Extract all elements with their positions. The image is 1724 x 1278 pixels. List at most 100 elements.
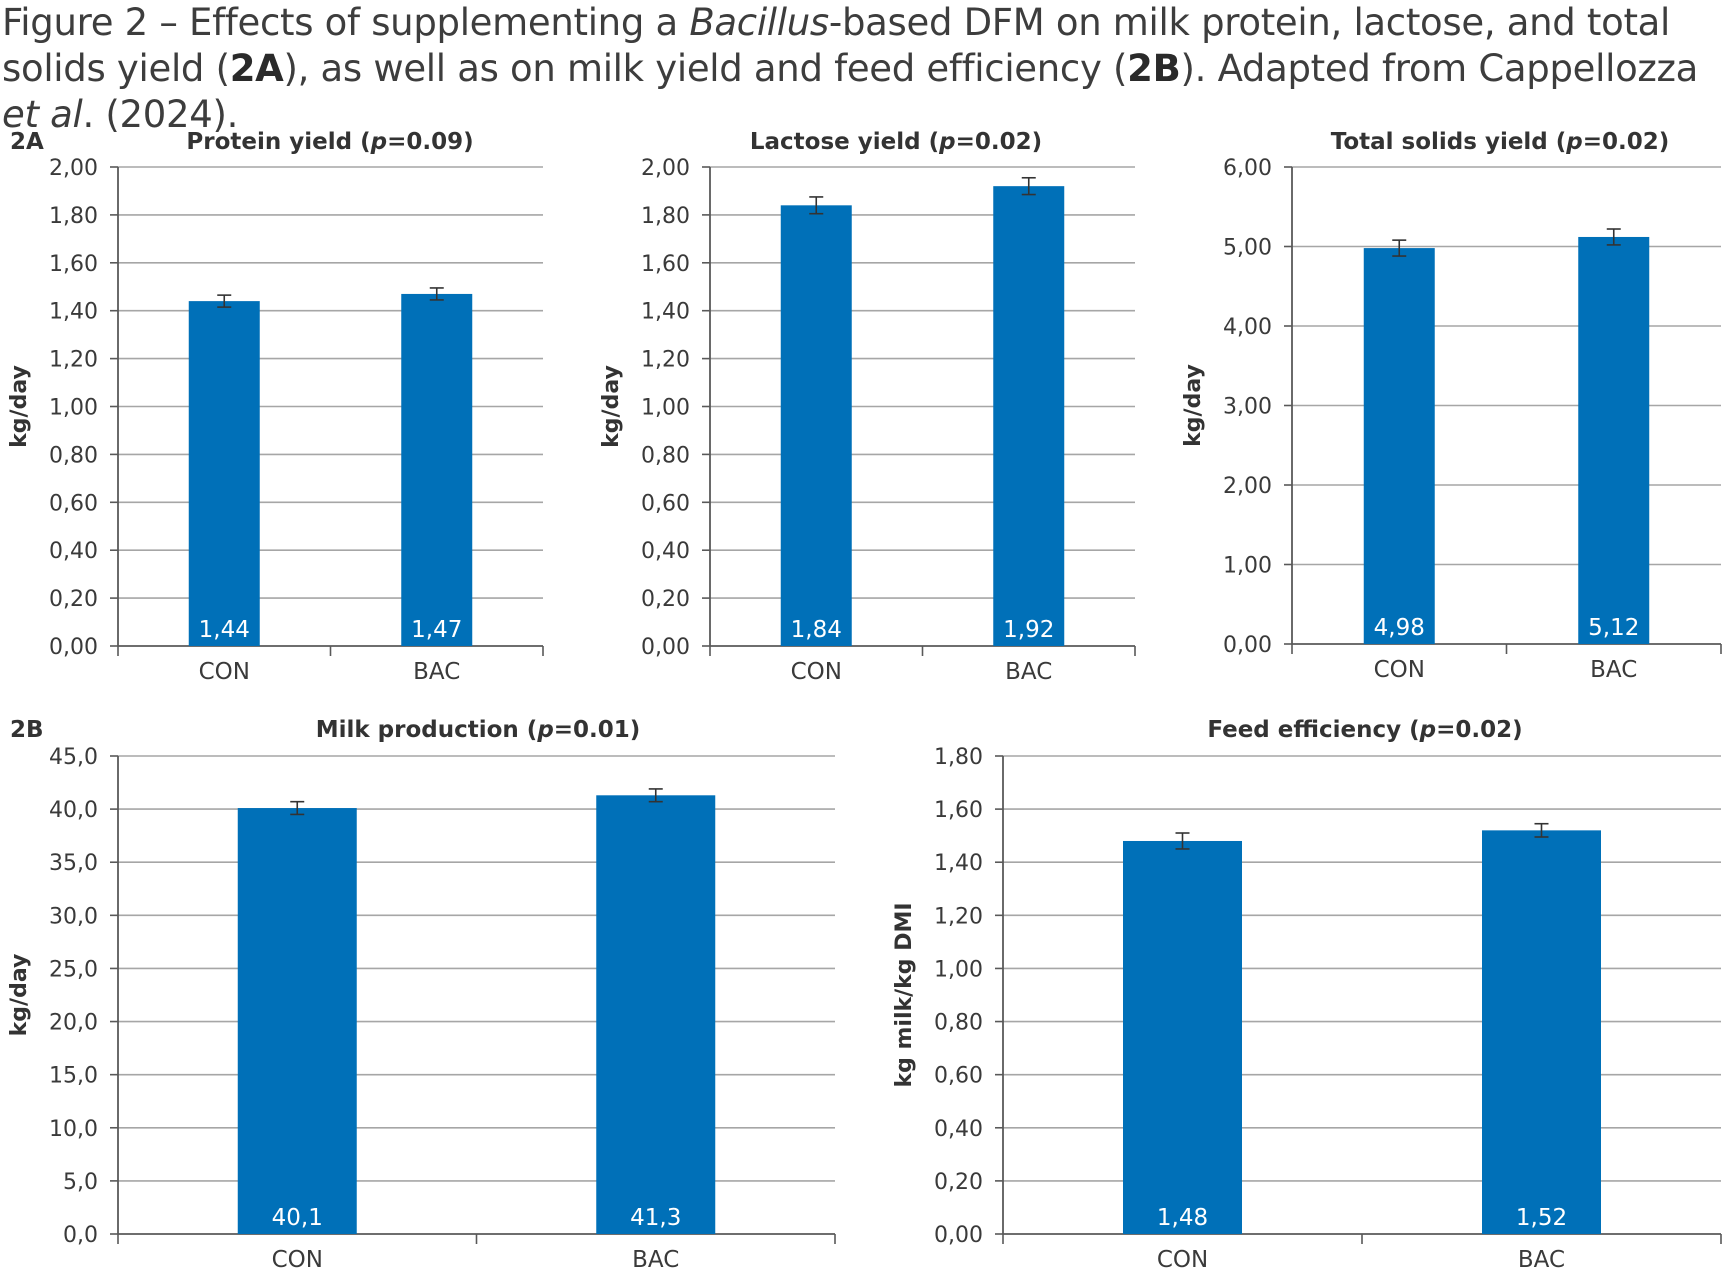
chart-milk-production: 0,0 5,0 10,0 15,0 20,0 25,0 30,0 35,0 40,0 45,0 40… [7, 717, 836, 1273]
panel-label-2a: 2A [10, 129, 44, 155]
caption-text: ). Adapted from Cappellozza [1180, 47, 1699, 90]
figure-caption: Figure 2 – Effects of supplementing a Ba… [2, 0, 1720, 138]
chart-total-solids-yield: 0,00 1,00 2,00 3,00 4,00 5,00 6,00 4,98 CON 5,12 B… [1181, 129, 1722, 683]
data-label: 1,48 [1157, 1205, 1208, 1231]
category-label: CON [791, 659, 842, 685]
chart-title: Protein yield (p=0.09) [186, 129, 473, 155]
y-tick-label: 0,40 [49, 539, 98, 564]
data-label: 1,52 [1516, 1205, 1567, 1231]
chart-title: Total solids yield (p=0.02) [1331, 129, 1670, 155]
y-tick-label: 0,60 [934, 1064, 983, 1089]
y-tick-label: 4,00 [1223, 315, 1272, 340]
category-label: CON [1157, 1247, 1208, 1273]
panel-label-2b: 2B [10, 717, 44, 743]
data-label: 1,92 [1003, 617, 1054, 643]
category-label: CON [272, 1247, 323, 1273]
y-axis-label: kg milk/kg DMI [892, 902, 917, 1087]
data-label: 4,98 [1374, 615, 1425, 641]
y-tick-label: 0,20 [641, 587, 690, 612]
bar-con [1363, 248, 1435, 644]
y-tick-label: 1,60 [49, 252, 98, 277]
y-tick-label: 35,0 [49, 851, 98, 876]
y-tick-label: 1,40 [934, 851, 983, 876]
y-tick-label: 10,0 [49, 1117, 98, 1142]
y-tick-label: 1,00 [1223, 554, 1272, 579]
data-label: 40,1 [272, 1205, 323, 1231]
bar-bac [1482, 830, 1601, 1234]
category-label: CON [199, 659, 250, 685]
y-tick-label: 0,40 [641, 539, 690, 564]
chart-protein-yield: 0,00 0,20 0,40 0,60 0,80 1,00 1,20 1,40 1,60 1,80… [7, 129, 544, 685]
y-tick-label: 1,00 [934, 957, 983, 982]
y-tick-label: 0,80 [934, 1011, 983, 1036]
y-tick-label: 1,20 [49, 348, 98, 373]
y-tick-label: 40,0 [49, 798, 98, 823]
chart-title: Feed efficiency (p=0.02) [1207, 717, 1522, 743]
y-tick-label: 1,40 [641, 300, 690, 325]
y-axis-label: kg/day [7, 954, 32, 1037]
category-label: BAC [632, 1247, 679, 1273]
bar-bac [993, 186, 1065, 646]
y-axis-label: kg/day [599, 365, 624, 448]
bar-con [780, 205, 852, 646]
y-tick-label: 0,20 [934, 1170, 983, 1195]
y-tick-label: 0,60 [641, 491, 690, 516]
y-tick-label: 0,00 [934, 1223, 983, 1248]
category-label: CON [1374, 657, 1425, 683]
y-tick-label: 25,0 [49, 957, 98, 982]
y-tick-label: 6,00 [1223, 156, 1272, 181]
caption-text: ), as well as on milk yield and feed eff… [283, 47, 1128, 90]
y-tick-label: 1,20 [934, 904, 983, 929]
y-tick-label: 2,00 [641, 156, 690, 181]
bar-bac [401, 293, 473, 646]
category-label: BAC [1518, 1247, 1565, 1273]
caption-italic: Bacillus [689, 1, 829, 44]
y-tick-label: 2,00 [49, 156, 98, 181]
y-tick-label: 1,00 [49, 396, 98, 421]
y-tick-label: 1,40 [49, 300, 98, 325]
y-tick-label: 0,00 [1223, 633, 1272, 658]
y-axis-label: kg/day [7, 365, 32, 448]
y-tick-label: 0,0 [63, 1223, 98, 1248]
bar-con [1123, 840, 1242, 1234]
y-tick-label: 1,80 [641, 204, 690, 229]
bar-bac [596, 795, 716, 1234]
y-tick-label: 1,80 [934, 745, 983, 770]
caption-text: Figure 2 – Effects of supplementing a [2, 1, 690, 44]
y-tick-label: 0,20 [49, 587, 98, 612]
data-label: 41,3 [630, 1205, 681, 1231]
y-tick-label: 0,80 [641, 443, 690, 468]
y-tick-label: 0,80 [49, 443, 98, 468]
y-tick-label: 30,0 [49, 904, 98, 929]
y-tick-label: 5,00 [1223, 236, 1272, 261]
y-tick-label: 1,60 [934, 798, 983, 823]
y-tick-label: 5,0 [63, 1170, 98, 1195]
caption-bold: 2A [229, 47, 284, 90]
chart-title: Lactose yield (p=0.02) [750, 129, 1042, 155]
caption-italic: et al [2, 93, 83, 136]
chart-title: Milk production (p=0.01) [316, 717, 641, 743]
data-label: 1,47 [411, 617, 462, 643]
data-label: 1,84 [791, 617, 842, 643]
bar-con [188, 301, 260, 646]
y-tick-label: 2,00 [1223, 474, 1272, 499]
y-tick-label: 45,0 [49, 745, 98, 770]
caption-text: -based DFM on milk protein, lactose, and… [2, 1, 1671, 90]
y-tick-label: 1,00 [641, 396, 690, 421]
category-label: BAC [413, 659, 460, 685]
y-tick-label: 1,20 [641, 348, 690, 373]
y-tick-label: 0,00 [641, 635, 690, 660]
bar-bac [1578, 236, 1650, 644]
y-tick-label: 0,40 [934, 1117, 983, 1142]
caption-bold: 2B [1127, 47, 1181, 90]
y-tick-label: 0,00 [49, 635, 98, 660]
bar-con [237, 808, 357, 1234]
y-tick-label: 3,00 [1223, 395, 1272, 420]
y-tick-label: 15,0 [49, 1064, 98, 1089]
caption-text: . (2024). [82, 93, 239, 136]
chart-lactose-yield: 0,00 0,20 0,40 0,60 0,80 1,00 1,20 1,40 1,60 1,80… [599, 129, 1136, 685]
category-label: BAC [1590, 657, 1637, 683]
y-tick-label: 20,0 [49, 1011, 98, 1036]
y-tick-label: 0,60 [49, 491, 98, 516]
